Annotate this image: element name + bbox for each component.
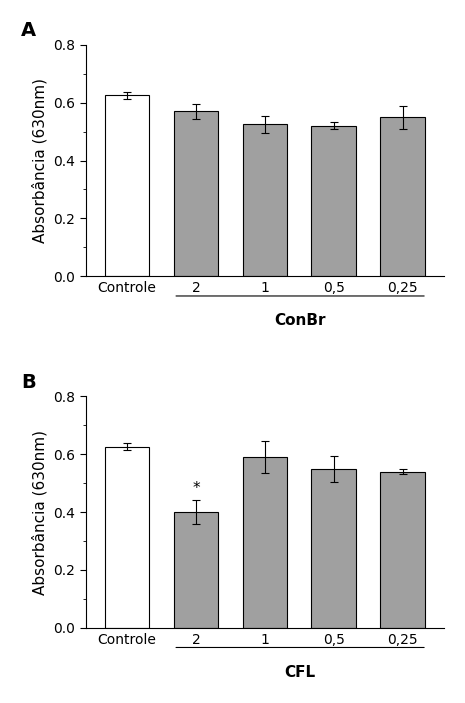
- Bar: [243, 124, 287, 276]
- Bar: [312, 126, 356, 276]
- Text: A: A: [21, 21, 36, 40]
- Text: B: B: [21, 373, 36, 392]
- Bar: [105, 96, 149, 276]
- Bar: [105, 447, 149, 628]
- Bar: [173, 512, 219, 628]
- Bar: [380, 117, 425, 276]
- Y-axis label: Absorbância (630nm): Absorbância (630nm): [32, 78, 48, 243]
- Text: *: *: [192, 481, 200, 496]
- Bar: [312, 469, 356, 628]
- Y-axis label: Absorbância (630nm): Absorbância (630nm): [32, 430, 48, 595]
- Bar: [173, 111, 219, 276]
- Text: CFL: CFL: [285, 665, 316, 680]
- Bar: [243, 457, 287, 628]
- Bar: [380, 472, 425, 628]
- Text: ConBr: ConBr: [274, 314, 326, 328]
